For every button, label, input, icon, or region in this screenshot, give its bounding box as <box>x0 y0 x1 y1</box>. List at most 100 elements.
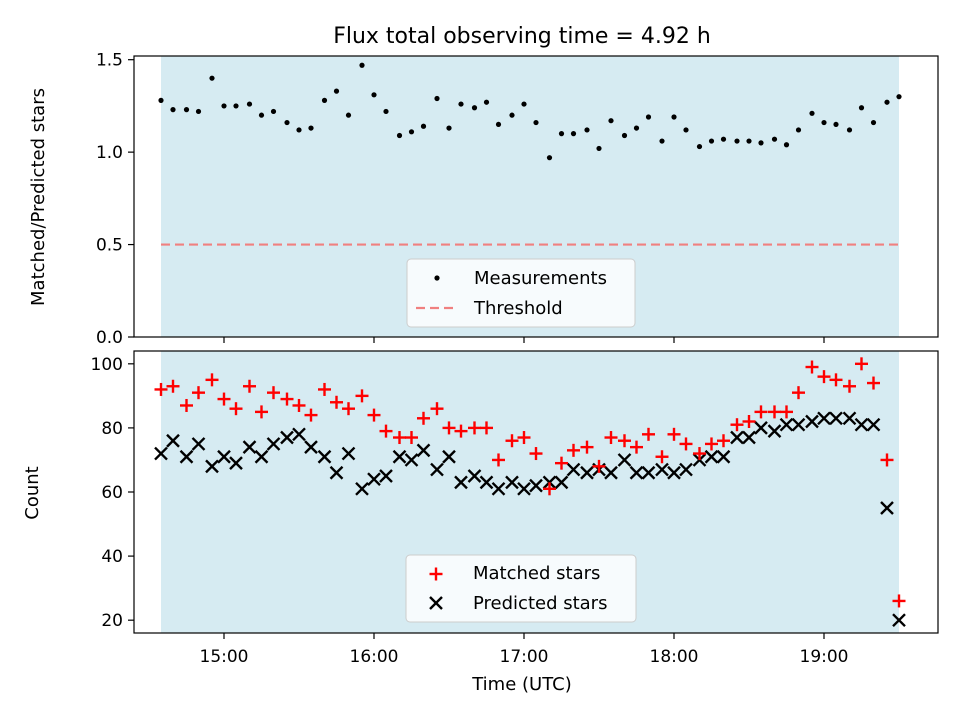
measurement-point <box>783 142 790 148</box>
predicted-stars-point <box>242 440 257 454</box>
matched-stars-point <box>618 434 631 448</box>
measurement-point <box>333 88 340 94</box>
top-axes-frame <box>133 55 939 338</box>
predicted-stars-point <box>379 469 393 483</box>
matched-stars-point <box>792 386 805 400</box>
measurement-point <box>471 105 478 111</box>
predicted-stars-point <box>205 459 219 474</box>
measurement-point <box>221 103 227 109</box>
matched-stars-legend-label: Matched stars <box>473 563 600 584</box>
predicted-stars-point <box>880 501 894 515</box>
matched-stars-point <box>592 459 606 473</box>
measurement-point <box>734 138 740 144</box>
matched-stars-point <box>292 398 306 412</box>
matched-stars-point <box>217 392 231 406</box>
matched-stars-point <box>679 437 693 451</box>
matched-stars-point <box>517 431 531 445</box>
y-tick-label: 40 <box>101 547 123 567</box>
matched-stars-point <box>255 405 268 419</box>
predicted-stars-point <box>854 417 869 432</box>
predicted-stars-point <box>517 481 531 496</box>
matched-stars-point <box>304 408 318 422</box>
predicted-stars-point <box>392 449 407 464</box>
measurement-point <box>383 108 389 115</box>
predicted-stars-point <box>892 613 906 628</box>
matched-stars-point <box>855 357 868 371</box>
matched-stars-point <box>468 421 481 435</box>
matched-stars-point <box>454 424 468 438</box>
measurement-point <box>183 107 190 113</box>
matched-stars-point <box>154 382 168 396</box>
predicted-stars-point <box>529 478 543 493</box>
matched-stars-point <box>780 405 793 419</box>
measurement-point <box>546 155 553 161</box>
predicted-stars-point <box>679 462 693 477</box>
predicted-stars-point <box>805 414 819 429</box>
measurement-point <box>170 107 176 113</box>
matched-stars-point <box>330 395 343 409</box>
measurement-point <box>671 114 677 120</box>
measurement-point <box>209 75 215 81</box>
measurement-point <box>746 138 752 144</box>
measurement-point <box>584 127 590 133</box>
predicted-stars-point <box>667 465 681 480</box>
predicted-stars-point <box>292 427 306 442</box>
measurements-legend-marker <box>434 275 440 281</box>
predicted-stars-point <box>767 424 782 438</box>
y-tick-label: 80 <box>101 419 123 439</box>
measurement-point <box>608 118 614 124</box>
measurement-point <box>359 62 365 68</box>
measurement-point <box>596 145 602 152</box>
predicted-stars-point <box>304 440 318 454</box>
ratio-plot: 0.0 0.5 1.0 1.5 Matched/Predicted stars Mea… <box>28 51 939 348</box>
measurement-point <box>833 121 839 128</box>
predicted-stars-point <box>179 449 194 464</box>
predicted-stars-point <box>254 449 269 464</box>
x-tick-label: 16:00 <box>350 647 399 667</box>
measurement-point <box>233 103 239 109</box>
measurement-point <box>308 125 314 131</box>
top-legend-box <box>406 258 636 328</box>
matched-stars-point <box>243 379 256 393</box>
measurement-point <box>621 132 628 139</box>
matched-stars-point <box>367 408 381 422</box>
matched-stars-point <box>693 447 706 461</box>
matched-stars-point <box>880 453 894 467</box>
matched-stars-point <box>742 415 756 428</box>
matched-stars-point <box>717 434 730 448</box>
x-axis-label: Time (UTC) <box>471 674 572 695</box>
matched-stars-point <box>555 456 568 470</box>
predicted-stars-point <box>655 462 669 477</box>
measurement-point <box>795 127 802 133</box>
x-tick-label: 18:00 <box>650 647 699 667</box>
matched-stars-point <box>205 373 219 387</box>
measurement-point <box>483 99 490 105</box>
predicted-stars-point <box>416 443 431 458</box>
matched-stars-point <box>430 402 444 416</box>
y-tick-label: 1.5 <box>96 51 123 71</box>
matched-stars-point <box>867 376 880 390</box>
measurement-point <box>270 108 277 115</box>
matched-stars-point <box>405 431 418 445</box>
measurement-point <box>321 97 328 103</box>
matched-stars-point <box>754 405 768 419</box>
measurement-point <box>495 121 502 128</box>
measurement-point <box>284 119 290 126</box>
matched-stars-point <box>480 421 493 435</box>
bottom-x-axis: 15:00 16:00 17:00 18:00 19:00 <box>200 633 849 667</box>
predicted-stars-point <box>479 475 494 490</box>
predicted-stars-legend-marker <box>429 596 443 610</box>
measurement-point <box>434 95 440 102</box>
measurement-point <box>533 119 539 126</box>
predicted-stars-point <box>329 465 344 480</box>
matched-stars-point <box>705 437 718 451</box>
measurement-point <box>809 110 815 116</box>
measurements-legend-label: Measurements <box>474 268 607 289</box>
measurement-point <box>846 127 853 133</box>
measurement-point <box>246 101 253 107</box>
measurement-point <box>345 112 352 118</box>
predicted-stars-point <box>866 417 881 432</box>
matched-stars-point <box>630 440 643 454</box>
predicted-stars-point <box>467 469 482 483</box>
matched-stars-point <box>280 392 294 406</box>
